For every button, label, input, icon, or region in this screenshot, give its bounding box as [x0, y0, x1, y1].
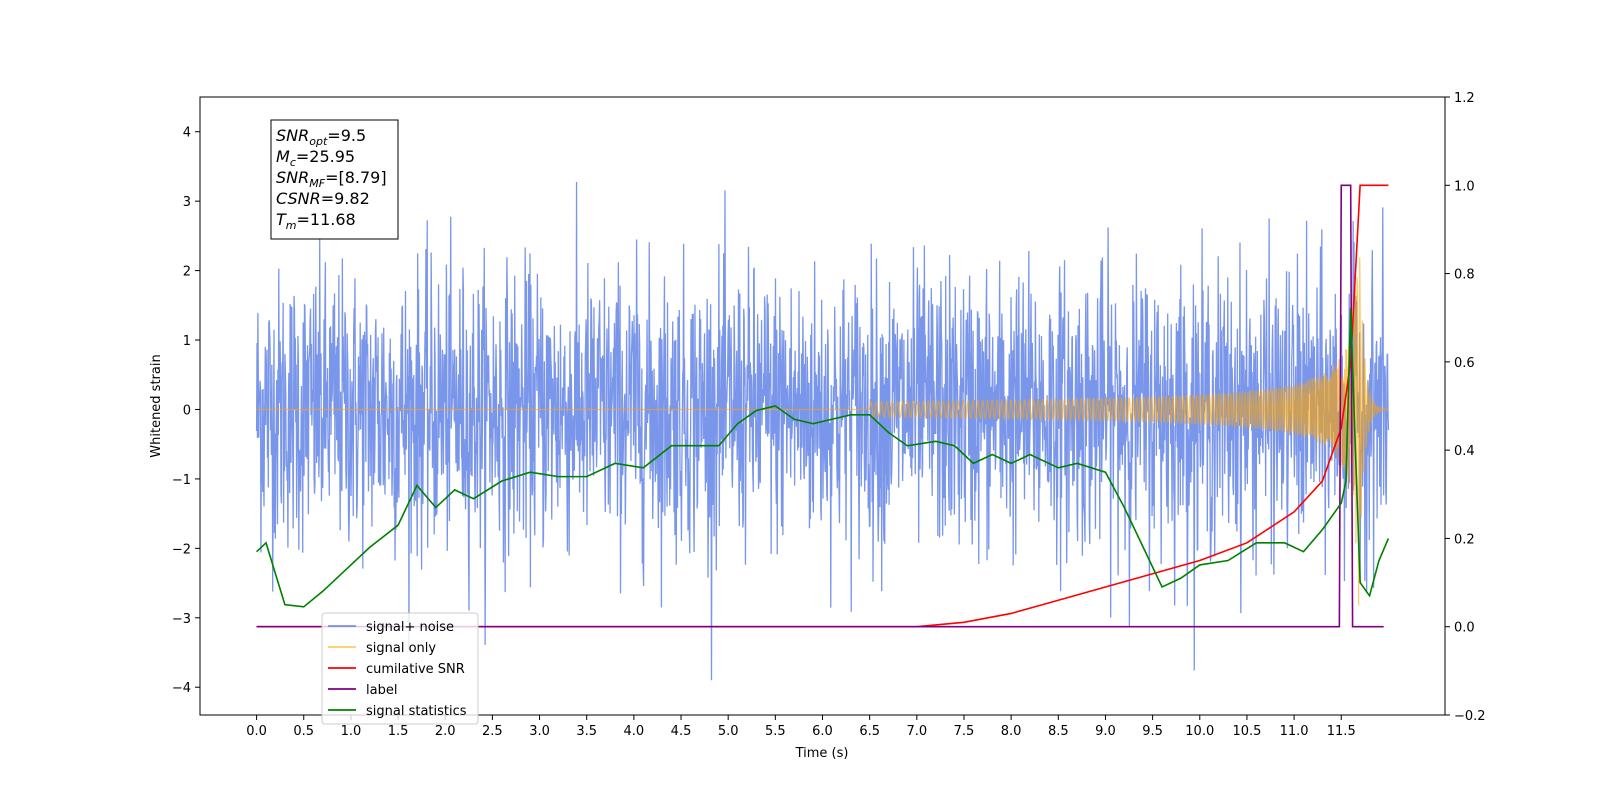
y-tick-label: 1	[183, 334, 191, 349]
y-tick-label: −2	[172, 542, 191, 557]
y-axis-label: Whitened strain	[149, 354, 164, 457]
series-label	[256, 184, 1384, 628]
x-tick-label: 11.5	[1327, 724, 1356, 739]
y-tick-label: 2	[183, 265, 191, 280]
y2-tick-label: −0.2	[1454, 709, 1486, 724]
x-tick-label: 3.5	[576, 724, 597, 739]
info-line: Mc=25.95	[276, 147, 355, 169]
x-tick-label: 10.5	[1232, 724, 1261, 739]
series-signal-noise	[255, 182, 1390, 681]
x-tick-label: 7.0	[906, 724, 927, 739]
x-tick-label: 8.0	[1001, 724, 1022, 739]
series-signal-statistics	[256, 308, 1390, 608]
y-axis-right: 1.2 1.0 0.8 0.6 0.4 0.2 0.0 −0.2	[1445, 91, 1486, 724]
y-tick-label: 0	[183, 403, 191, 418]
info-line: SNRopt=9.5	[276, 126, 366, 148]
plot-layer	[255, 182, 1390, 681]
info-line: CSNR=9.82	[276, 189, 370, 208]
x-axis: 0.0 0.5 1.0 1.5 2.0 2.5 3.0 3.5 4.0 4.5 5.0 5.5 6.0 6…	[246, 715, 1356, 739]
y2-tick-label: 0.8	[1454, 268, 1475, 283]
y-tick-label: 4	[183, 126, 191, 141]
series-cumulative-snr	[256, 184, 1389, 628]
y2-tick-label: 0.6	[1454, 356, 1475, 371]
x-tick-label: 4.0	[624, 724, 645, 739]
x-tick-label: 6.5	[859, 724, 880, 739]
x-tick-label: 0.0	[246, 724, 267, 739]
x-axis-label: Time (s)	[795, 746, 849, 761]
y-tick-label: −4	[172, 681, 191, 696]
x-tick-label: 0.5	[293, 724, 314, 739]
x-tick-label: 1.0	[341, 724, 362, 739]
x-tick-label: 8.5	[1048, 724, 1069, 739]
x-tick-label: 11.0	[1280, 724, 1309, 739]
series-signal-only	[256, 257, 1389, 606]
x-tick-label: 6.0	[812, 724, 833, 739]
y-tick-label: −3	[172, 612, 191, 627]
y-axis-left: 4 3 2 1 0 −1 −2 −3 −4	[172, 126, 200, 696]
x-tick-label: 4.5	[671, 724, 692, 739]
y-tick-label: 3	[183, 195, 191, 210]
x-tick-label: 2.5	[482, 724, 503, 739]
info-box-frame	[270, 119, 399, 240]
x-tick-label: 2.0	[435, 724, 456, 739]
x-tick-label: 5.0	[718, 724, 739, 739]
y-tick-label: −1	[172, 473, 191, 488]
x-tick-label: 5.5	[765, 724, 786, 739]
x-tick-label: 3.0	[529, 724, 550, 739]
legend-frame	[321, 612, 479, 725]
legend: signal+ noise signal only cumilative SNR la…	[321, 612, 479, 725]
legend-entry: label	[366, 683, 397, 698]
y2-tick-label: 1.0	[1454, 179, 1475, 194]
y2-tick-label: 0.0	[1454, 621, 1475, 636]
legend-entry: signal+ noise	[366, 620, 454, 635]
info-line: SNRMF=[8.79]	[276, 168, 387, 190]
legend-entry: cumilative SNR	[366, 662, 465, 677]
y2-tick-label: 0.4	[1454, 444, 1475, 459]
x-tick-label: 9.0	[1095, 724, 1116, 739]
y2-tick-label: 1.2	[1454, 91, 1475, 106]
x-tick-label: 7.5	[954, 724, 975, 739]
legend-entry: signal only	[366, 641, 436, 656]
y2-tick-label: 0.2	[1454, 532, 1475, 547]
x-tick-label: 9.5	[1142, 724, 1163, 739]
legend-entry: signal statistics	[366, 704, 467, 719]
x-tick-label: 10.0	[1185, 724, 1214, 739]
info-line: Tm=11.68	[276, 210, 356, 232]
x-tick-label: 1.5	[388, 724, 409, 739]
